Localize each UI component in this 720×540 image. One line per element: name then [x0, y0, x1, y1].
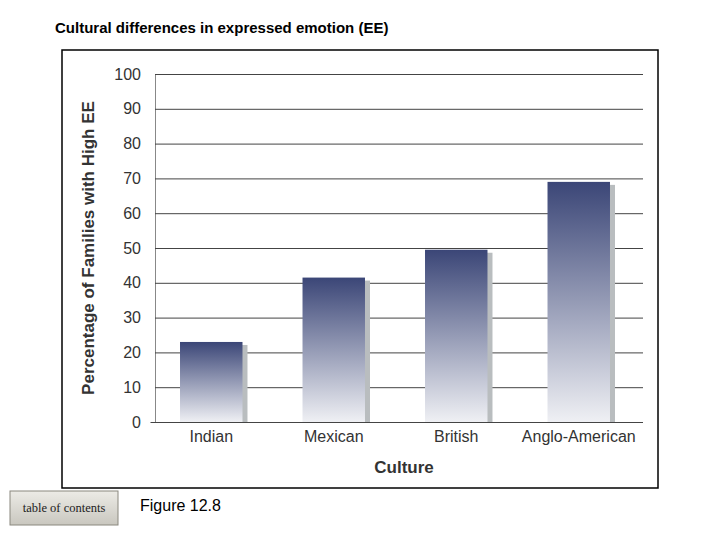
bars [180, 182, 615, 422]
y-tick-label: 30 [123, 309, 141, 326]
toc-button-box[interactable] [10, 491, 118, 525]
y-tick-label: 100 [114, 66, 141, 83]
y-axis: 0 10 20 30 40 50 60 70 80 90 100 [114, 66, 643, 431]
toc-button[interactable]: table of contents [10, 491, 118, 525]
y-tick-label: 70 [123, 170, 141, 187]
y-tick-label: 40 [123, 274, 141, 291]
figure-label: Figure 12.8 [140, 497, 221, 514]
chart: Cultural differences in expressed emotio… [0, 0, 720, 540]
x-tick: British [434, 428, 478, 445]
bar [303, 278, 365, 422]
y-tick-label: 10 [123, 379, 141, 396]
x-axis-line [151, 422, 641, 423]
x-axis: Indian Mexican British Anglo-American [151, 423, 641, 446]
grid-line [155, 178, 643, 179]
y-tick-label: 50 [123, 240, 141, 257]
y-tick-label: 20 [123, 344, 141, 361]
y-tick-label: 0 [132, 414, 141, 431]
title: Cultural differences in expressed emotio… [55, 19, 388, 36]
bar [425, 250, 487, 422]
x-tick-label: British [434, 428, 478, 445]
x-tick: Mexican [304, 428, 364, 445]
toc-button-label[interactable]: table of contents [23, 501, 106, 515]
y-tick-label: 80 [123, 135, 141, 152]
y-tick: 100 [114, 66, 643, 83]
grid-line [155, 109, 643, 110]
bar [180, 342, 242, 422]
x-tick-label: Anglo-American [522, 428, 636, 445]
x-tick: Anglo-American [522, 428, 636, 445]
x-axis-title: Culture [374, 458, 434, 477]
x-tick-label: Mexican [304, 428, 364, 445]
grid-line [155, 144, 643, 145]
y-tick: 80 [123, 135, 643, 152]
chart-frame [62, 50, 658, 488]
x-tick-label: Indian [189, 428, 233, 445]
y-tick-label: 60 [123, 205, 141, 222]
y-axis-title: Percentage of Families with High EE [79, 101, 98, 395]
x-tick: Indian [189, 428, 233, 445]
bar [548, 182, 610, 422]
grid-line [155, 74, 643, 75]
y-tick-label: 90 [123, 100, 141, 117]
y-tick: 90 [123, 100, 643, 117]
